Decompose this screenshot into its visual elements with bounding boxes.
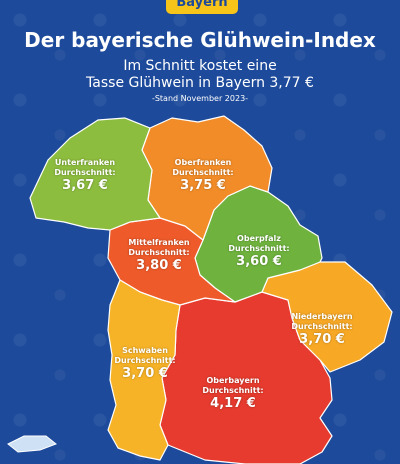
bayern-logo: Bayern	[166, 0, 238, 14]
subtitle-line-2: Tasse Glühwein in Bayern 3,77 €	[86, 75, 314, 91]
region-value: 4,17 €	[210, 396, 256, 411]
label-niederbayern: Niederbayern Durchschnitt: 3,70 €	[286, 312, 358, 348]
page-title: Der bayerische Glühwein-Index	[24, 28, 376, 52]
label-mittelfranken: Mittelfranken Durchschnitt: 3,80 €	[124, 238, 194, 274]
label-unterfranken: Unterfranken Durchschnitt: 3,67 €	[50, 158, 120, 194]
region-value: 3,80 €	[136, 258, 182, 273]
lake-constance	[7, 435, 57, 453]
average-label: Durchschnitt:	[54, 168, 116, 177]
average-label: Durchschnitt:	[172, 168, 234, 177]
region-value: 3,70 €	[299, 332, 345, 347]
region-schwaben	[107, 279, 181, 461]
average-label: Durchschnitt:	[202, 386, 264, 395]
subtitle: Im Schnitt kostet eine Tasse Glühwein in…	[0, 58, 400, 92]
average-label: Durchschnitt:	[291, 322, 353, 331]
average-label: Durchschnitt:	[128, 248, 190, 257]
label-oberpfalz: Oberpfalz Durchschnitt: 3,60 €	[224, 234, 294, 270]
region-unterfranken	[29, 117, 161, 231]
average-label: Durchschnitt:	[228, 244, 290, 253]
label-schwaben: Schwaben Durchschnitt: 3,70 €	[110, 346, 180, 382]
label-oberbayern: Oberbayern Durchschnitt: 4,17 €	[198, 376, 268, 412]
region-name: Niederbayern	[291, 312, 353, 321]
region-name: Mittelfranken	[128, 238, 190, 247]
region-value: 3,70 €	[122, 366, 168, 381]
region-name: Oberfranken	[174, 158, 232, 167]
average-label: Durchschnitt:	[114, 356, 176, 365]
region-name: Schwaben	[122, 346, 168, 355]
region-value: 3,60 €	[236, 254, 282, 269]
region-name: Oberbayern	[206, 376, 260, 385]
region-value: 3,75 €	[180, 178, 226, 193]
region-value: 3,67 €	[62, 178, 108, 193]
date-note: -Stand November 2023-	[151, 94, 249, 103]
label-oberfranken: Oberfranken Durchschnitt: 3,75 €	[168, 158, 238, 194]
region-name: Oberpfalz	[237, 234, 281, 243]
subtitle-line-1: Im Schnitt kostet eine	[123, 58, 277, 74]
region-name: Unterfranken	[54, 158, 116, 167]
